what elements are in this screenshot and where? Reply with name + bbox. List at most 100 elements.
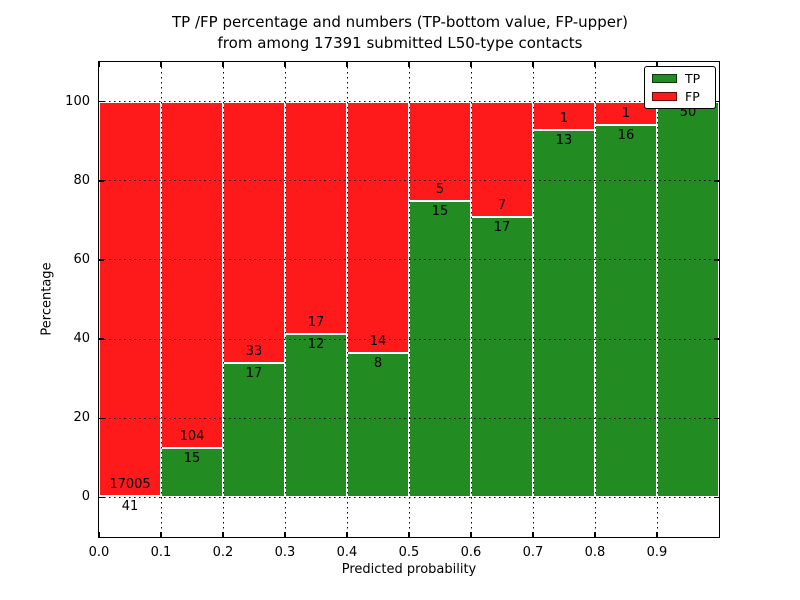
x-tick-mark [532, 62, 534, 67]
fp-count-label: 7 [497, 198, 507, 214]
bar-segment-fp [285, 101, 347, 334]
x-tick-mark [284, 62, 286, 67]
fp-count-label: 33 [245, 343, 263, 359]
chart-title: TP /FP percentage and numbers (TP-bottom… [0, 12, 800, 54]
y-tick-label: 80 [73, 172, 90, 188]
x-tick-mark [222, 532, 224, 537]
y-tick-mark [99, 338, 104, 340]
x-tick-mark [160, 532, 162, 537]
x-tick-label: 0.0 [88, 545, 110, 560]
bar-segment-tp [533, 129, 595, 498]
legend: TP FP [644, 66, 716, 109]
x-tick-mark [408, 532, 410, 537]
x-tick-mark [656, 62, 658, 67]
tp-count-label: 13 [555, 132, 573, 148]
y-tick-mark [714, 180, 719, 182]
y-tick-mark [714, 259, 719, 261]
bar-labels-layer: 17005 41 104 15 33 17 17 12 14 8 5 15 7 17 1 13 1 16 50 [99, 62, 719, 537]
vertical-gridline [222, 62, 224, 537]
x-tick-label: 0.6 [460, 545, 482, 560]
y-tick-label: 40 [73, 331, 90, 347]
vertical-gridline [656, 62, 658, 537]
legend-swatch-fp [652, 92, 677, 101]
x-tick-mark [98, 532, 100, 537]
y-tick-mark [714, 338, 719, 340]
horizontal-gridline [99, 496, 719, 498]
fp-count-label: 104 [179, 428, 205, 444]
y-tick-label: 60 [73, 251, 90, 267]
fp-count-label: 17005 [109, 477, 151, 493]
x-tick-mark [532, 532, 534, 537]
tp-count-label: 17 [245, 365, 263, 381]
bar-segment-fp [409, 101, 471, 201]
vertical-gridline [532, 62, 534, 537]
vertical-gridline [284, 62, 286, 537]
fp-count-label: 17 [307, 314, 325, 330]
plot-area: 17005 41 104 15 33 17 17 12 14 8 5 15 7 17 1 13 1 16 50 [98, 61, 720, 538]
horizontal-gridline [99, 259, 719, 261]
y-tick-mark [714, 100, 719, 103]
x-tick-mark [346, 532, 348, 537]
fp-count-label: 1 [559, 110, 569, 126]
bars-layer [99, 62, 719, 537]
tp-count-label: 15 [183, 450, 201, 466]
legend-entry: TP [652, 72, 708, 85]
y-tick-label: 0 [81, 489, 90, 505]
vertical-gridline [594, 62, 596, 537]
x-tick-mark [346, 62, 348, 67]
vertical-gridline [346, 62, 348, 537]
y-tick-mark [99, 180, 104, 182]
bar-segment-fp [533, 101, 595, 130]
x-tick-mark [470, 532, 472, 537]
bar-segment-tp [471, 217, 533, 498]
y-tick-mark [99, 496, 104, 499]
tp-count-label: 41 [121, 499, 139, 515]
bar-segment-tp [347, 353, 409, 498]
vertical-gridline [160, 62, 162, 537]
bar-segment-fp [223, 101, 285, 363]
y-tick-mark [99, 417, 104, 419]
x-axis-label: Predicted probability [341, 562, 477, 577]
fp-count-label: 1 [621, 105, 631, 121]
x-tick-label: 0.3 [274, 545, 296, 560]
legend-entry: FP [652, 90, 708, 103]
legend-label: TP [685, 71, 701, 86]
x-tick-label: 0.7 [522, 545, 544, 560]
tp-count-label: 17 [493, 220, 511, 236]
tp-count-label: 15 [431, 203, 449, 219]
vertical-gridline [470, 62, 472, 537]
x-tick-label: 0.5 [398, 545, 420, 560]
axis-ticks-layer [98, 62, 719, 537]
x-tick-label: 0.9 [646, 545, 668, 560]
bar-segment-tp [657, 101, 719, 498]
x-tick-mark [594, 532, 596, 537]
x-tick-mark [222, 62, 224, 67]
tp-count-label: 16 [617, 127, 635, 143]
tp-count-label: 8 [373, 356, 383, 372]
bar-segment-tp [285, 333, 347, 498]
tp-count-label: 12 [307, 336, 325, 352]
x-tick-mark [470, 62, 472, 67]
legend-label: FP [685, 89, 700, 104]
y-tick-label: 20 [73, 410, 90, 426]
vertical-gridline [408, 62, 410, 537]
y-tick-label: 100 [65, 93, 90, 109]
horizontal-gridline [99, 417, 719, 419]
bar-segment-fp [347, 101, 409, 354]
x-tick-mark [656, 532, 658, 537]
fp-count-label: 14 [369, 334, 387, 350]
chart-title-line2: from among 17391 submitted L50-type cont… [217, 34, 583, 52]
bar-segment-tp [409, 200, 471, 498]
x-tick-label: 0.2 [212, 545, 234, 560]
x-tick-mark [284, 532, 286, 537]
x-tick-label: 0.1 [150, 545, 172, 560]
y-axis-label: Percentage [39, 262, 55, 336]
y-tick-mark [714, 496, 719, 499]
bar-segment-fp [471, 101, 533, 218]
y-tick-mark [714, 417, 719, 419]
x-tick-label: 0.4 [336, 545, 358, 560]
x-tick-mark [408, 62, 410, 67]
legend-swatch-tp [652, 74, 677, 83]
x-tick-label: 0.8 [584, 545, 606, 560]
